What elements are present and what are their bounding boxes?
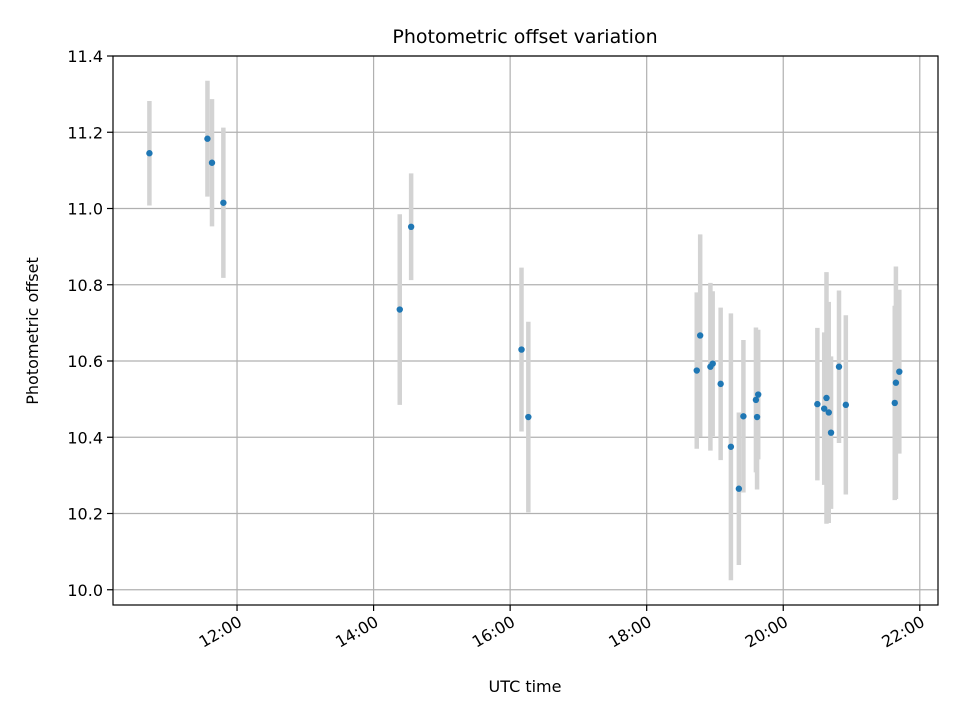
data-point xyxy=(396,306,403,313)
data-point xyxy=(525,413,532,421)
data-point xyxy=(735,485,743,492)
chart-title: Photometric offset variation xyxy=(392,26,657,48)
y-tick-label: 10.2 xyxy=(67,505,103,524)
data-point xyxy=(823,394,830,402)
data-point xyxy=(752,396,760,404)
data-point xyxy=(693,367,700,374)
data-point xyxy=(204,135,211,142)
point-layer xyxy=(146,135,903,492)
data-point xyxy=(740,413,747,420)
data-point xyxy=(696,332,704,339)
y-tick-label: 10.4 xyxy=(67,428,103,447)
data-point xyxy=(709,360,716,367)
data-point xyxy=(896,368,903,375)
y-tick-label: 11.2 xyxy=(67,123,103,142)
data-point xyxy=(727,443,735,450)
data-point xyxy=(814,400,821,408)
data-point xyxy=(891,399,898,407)
data-point xyxy=(208,159,216,166)
data-point xyxy=(835,363,843,370)
plot-frame xyxy=(112,55,939,606)
y-tick-label: 10.0 xyxy=(67,581,103,600)
y-axis-label: Photometric offset xyxy=(23,257,42,405)
data-point xyxy=(821,405,828,412)
data-point xyxy=(220,199,227,206)
data-point xyxy=(755,391,762,398)
data-point xyxy=(892,379,900,386)
data-point xyxy=(825,409,832,416)
data-point xyxy=(518,346,525,353)
y-tick-label: 11.4 xyxy=(67,47,103,66)
data-point xyxy=(717,380,724,388)
y-tick-label: 11.0 xyxy=(67,200,103,219)
data-point xyxy=(407,223,415,230)
y-tick-label: 10.8 xyxy=(67,276,103,295)
data-point xyxy=(842,401,850,409)
x-axis-label: UTC time xyxy=(489,677,562,696)
y-tick-label: 10.6 xyxy=(67,352,103,371)
data-point xyxy=(753,413,761,421)
data-point xyxy=(146,150,153,157)
data-point xyxy=(827,429,835,436)
